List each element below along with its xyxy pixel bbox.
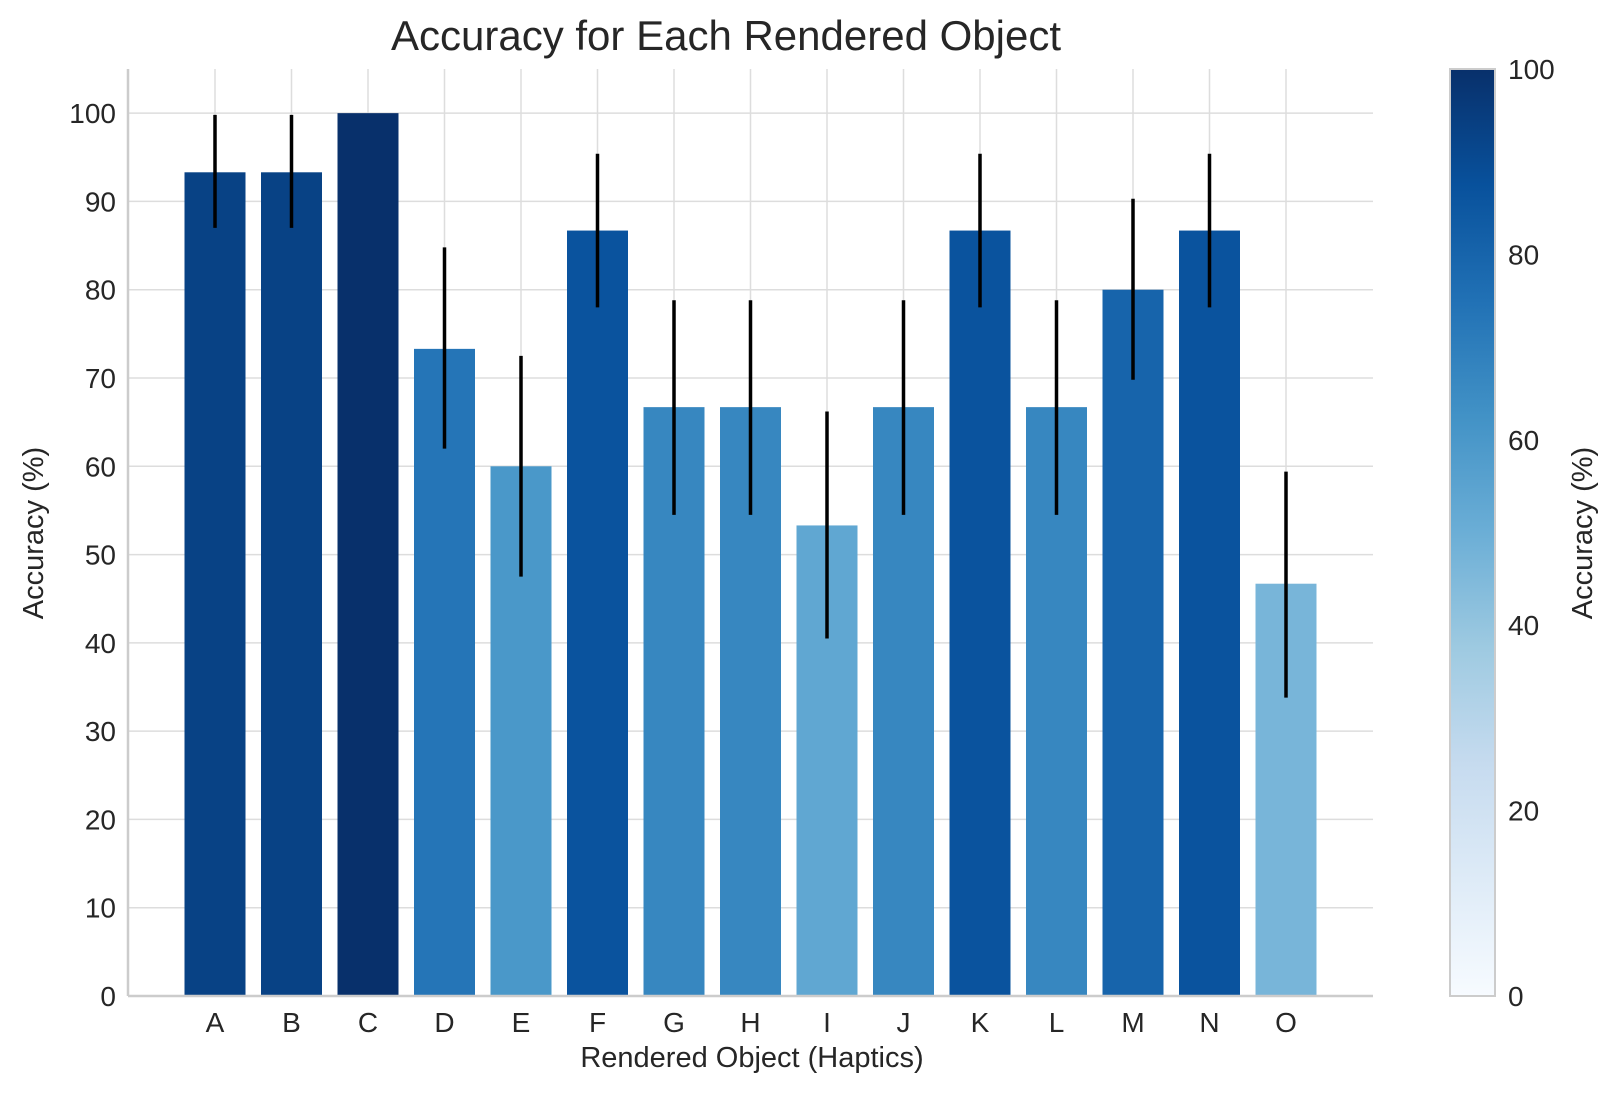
y-tick-label: 20 <box>85 804 116 835</box>
chart-title: Accuracy for Each Rendered Object <box>391 12 1061 59</box>
x-tick-label: K <box>971 1007 990 1038</box>
bar-B <box>261 172 322 996</box>
y-tick-label: 30 <box>85 716 116 747</box>
bar-K <box>949 230 1011 996</box>
x-tick-label: A <box>206 1007 225 1038</box>
x-tick-label: D <box>434 1007 454 1038</box>
colorbar-tick-label: 20 <box>1508 796 1539 827</box>
x-tick-label: J <box>897 1007 911 1038</box>
colorbar: 0 20 40 60 80 100 Accuracy (%) <box>1449 54 1599 1012</box>
x-tick-label: N <box>1199 1007 1219 1038</box>
colorbar-tick-label: 80 <box>1508 239 1539 270</box>
colorbar-tick-labels: 0 20 40 60 80 100 <box>1508 54 1555 1012</box>
bar-D <box>414 348 475 996</box>
colorbar-gradient <box>1449 68 1496 997</box>
x-tick-label: I <box>823 1007 831 1038</box>
x-tick-label: E <box>512 1007 531 1038</box>
x-tick-labels: A B C D E F G H I J K L M N O <box>206 1007 1297 1038</box>
y-tick-label: 0 <box>100 981 116 1012</box>
axes <box>126 69 1373 998</box>
colorbar-tick-label: 40 <box>1508 610 1539 641</box>
colorbar-label: Accuracy (%) <box>1567 447 1599 619</box>
y-tick-label: 50 <box>85 540 116 571</box>
y-tick-label: 10 <box>85 893 116 924</box>
x-tick-label: O <box>1275 1007 1297 1038</box>
colorbar-tick-label: 0 <box>1508 981 1524 1012</box>
x-tick-label: F <box>589 1007 606 1038</box>
y-axis-label: Accuracy (%) <box>18 447 50 619</box>
y-tick-label: 60 <box>85 451 116 482</box>
colorbar-tick-label: 100 <box>1508 54 1555 85</box>
y-tick-label: 90 <box>85 186 116 217</box>
y-tick-label: 100 <box>69 98 116 129</box>
x-tick-label: C <box>358 1007 378 1038</box>
y-tick-labels: 0 10 20 30 40 50 60 70 80 90 100 <box>69 98 116 1012</box>
x-tick-label: H <box>740 1007 760 1038</box>
bar-C <box>337 113 399 996</box>
colorbar-tick-label: 60 <box>1508 425 1539 456</box>
bar-F <box>567 230 628 996</box>
y-tick-label: 40 <box>85 628 116 659</box>
x-tick-label: B <box>282 1007 301 1038</box>
y-tick-label: 80 <box>85 275 116 306</box>
bar-A <box>184 172 246 996</box>
x-axis-label: Rendered Object (Haptics) <box>580 1042 923 1074</box>
bar-N <box>1179 230 1240 996</box>
bar-M <box>1102 289 1164 996</box>
y-tick-label: 70 <box>85 363 116 394</box>
error-bars <box>213 114 1288 698</box>
x-tick-label: G <box>663 1007 685 1038</box>
x-tick-label: M <box>1121 1007 1144 1038</box>
x-tick-label: L <box>1049 1007 1065 1038</box>
